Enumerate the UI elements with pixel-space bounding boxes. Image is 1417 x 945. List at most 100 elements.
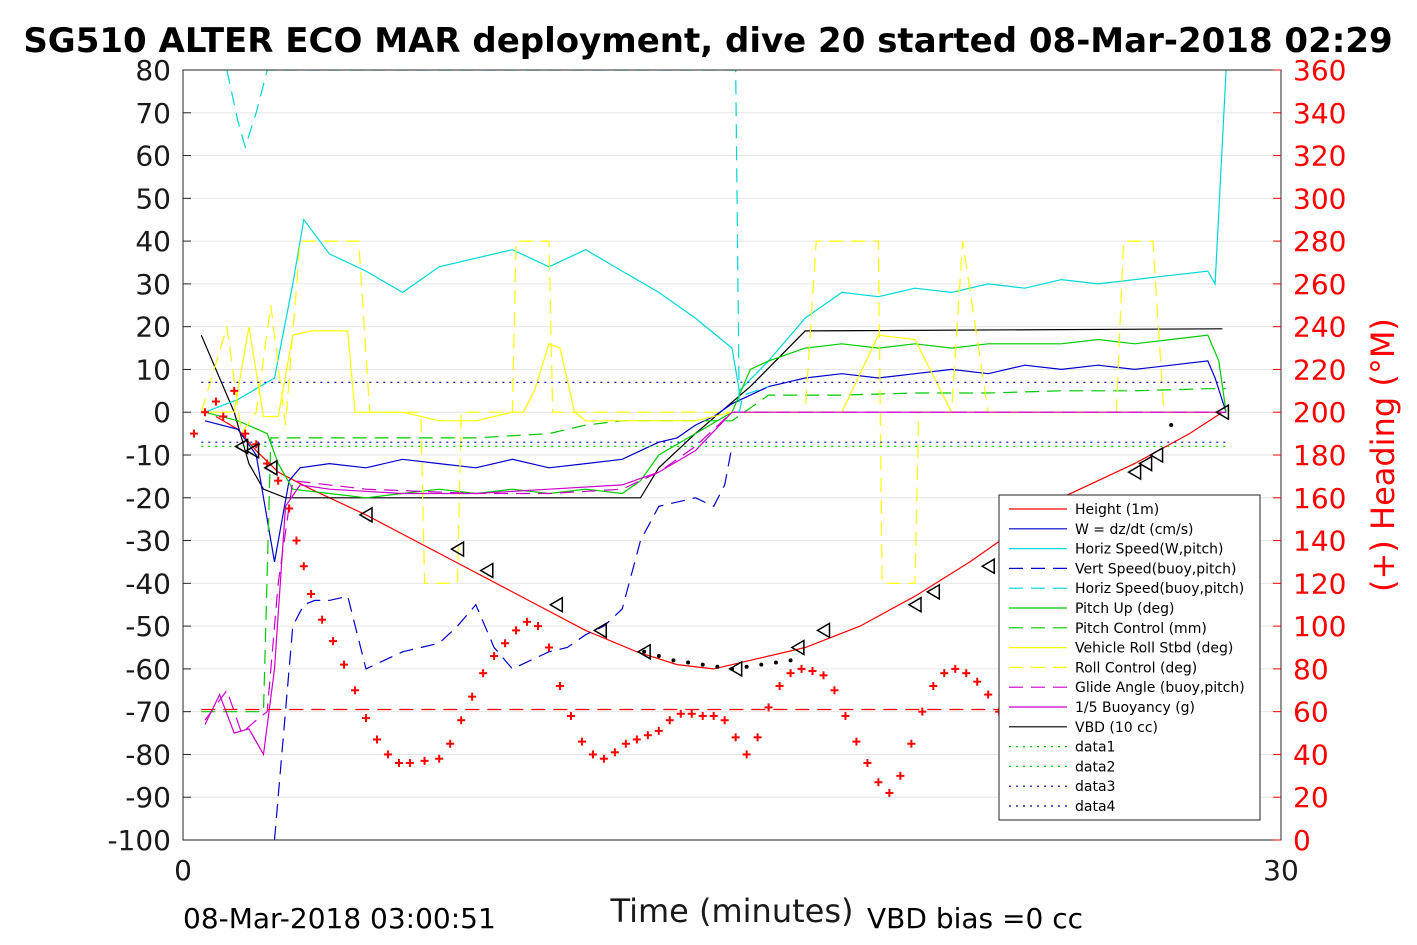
- left-tick-label: -30: [125, 525, 171, 558]
- left-tick-label: 0: [153, 396, 171, 429]
- legend: Height (1m) W = dz/dt (cm/s) Horiz Speed(W…: [998, 494, 1261, 821]
- right-tick-label: 360: [1293, 54, 1346, 87]
- heading-point: [687, 709, 696, 718]
- legend-label: data3: [1075, 779, 1115, 795]
- triangle-marker: [1138, 455, 1153, 472]
- heading-point: [501, 639, 510, 648]
- left-tick-label: 80: [135, 54, 171, 87]
- series-line-pitch-control-mm-: [201, 388, 1227, 713]
- heading-point: [189, 429, 198, 438]
- heading-point: [654, 726, 663, 735]
- series-line-horiz-speed-w-pitch-: [204, 70, 1227, 413]
- heading-point: [566, 711, 575, 720]
- left-tick-label: -100: [107, 824, 171, 857]
- legend-label: Glide Angle (buoy,pitch): [1075, 680, 1245, 696]
- heading-point: [292, 536, 301, 545]
- x-tick-label: 30: [1263, 854, 1299, 887]
- heading-point: [230, 386, 239, 395]
- right-tick-label: 60: [1293, 696, 1329, 729]
- legend-label: Pitch Up (deg): [1075, 601, 1174, 617]
- heading-point: [808, 667, 817, 676]
- legend-label: Height (1m): [1075, 502, 1159, 518]
- heading-point: [676, 709, 685, 718]
- heading-point: [962, 669, 971, 678]
- left-tick-label: -10: [125, 439, 171, 472]
- heading-point: [742, 750, 751, 759]
- heading-point: [830, 686, 839, 695]
- triangle-marker: [907, 596, 922, 614]
- triangle-marker: [980, 557, 995, 575]
- heading-point: [577, 737, 586, 746]
- left-tick-label: -70: [125, 696, 171, 729]
- heading-point: [632, 735, 641, 744]
- heading-point: [621, 739, 630, 748]
- heading-point: [984, 690, 993, 699]
- depth-point: [686, 660, 691, 665]
- depth-point: [759, 662, 764, 667]
- heading-point: [372, 735, 381, 744]
- right-tick-label: 340: [1293, 97, 1346, 130]
- heading-point: [720, 716, 729, 725]
- triangle-marker: [548, 596, 564, 614]
- left-tick-label: 40: [135, 225, 171, 258]
- heading-point: [764, 703, 773, 712]
- right-tick-label: 200: [1293, 396, 1346, 429]
- left-tick-label: 20: [135, 311, 171, 344]
- heading-point: [643, 731, 652, 740]
- legend-label: Vehicle Roll Stbd (deg): [1075, 641, 1233, 657]
- left-tick-label: -60: [125, 653, 171, 686]
- heading-point: [940, 669, 949, 678]
- right-tick-label: 180: [1293, 439, 1346, 472]
- series-line-vbd-10-cc-: [200, 328, 1223, 499]
- heading-point: [973, 677, 982, 686]
- legend-label: data2: [1075, 759, 1115, 775]
- x-tick-label: 0: [174, 854, 192, 887]
- triangle-marker: [592, 622, 607, 639]
- triangle-marker: [636, 643, 651, 661]
- left-tick-label: 50: [135, 182, 171, 215]
- triangle-marker: [450, 540, 465, 558]
- heading-point: [435, 754, 444, 763]
- heading-point: [885, 788, 894, 797]
- heading-point: [200, 408, 209, 417]
- heading-point: [819, 671, 828, 680]
- heading-point: [512, 626, 521, 635]
- heading-point: [219, 412, 228, 421]
- right-axis-label: (+) Heading (°M): [1364, 318, 1402, 592]
- left-tick-label: -80: [125, 738, 171, 771]
- heading-point: [599, 754, 608, 763]
- triangle-marker: [1214, 403, 1230, 421]
- heading-point: [523, 617, 532, 626]
- left-tick-label: -40: [125, 567, 171, 600]
- heading-point: [786, 669, 795, 678]
- x-axis-label: Time (minutes): [610, 892, 854, 930]
- heading-point: [863, 759, 872, 767]
- heading-point: [951, 664, 960, 673]
- heading-point: [299, 562, 308, 571]
- legend-label: W = dz/dt (cm/s): [1075, 522, 1194, 538]
- legend-label: Horiz Speed(buoy,pitch): [1075, 581, 1244, 597]
- heading-point: [446, 739, 455, 748]
- heading-point: [479, 669, 488, 678]
- heading-point: [874, 778, 883, 787]
- triangle-marker: [263, 459, 278, 477]
- right-tick-label: 120: [1293, 567, 1346, 600]
- left-tick-label: 30: [135, 268, 171, 301]
- right-tick-label: 160: [1293, 482, 1346, 515]
- right-tick-label: 320: [1293, 140, 1346, 173]
- legend-label: data4: [1075, 799, 1116, 815]
- series-line-pitch-up-deg-: [204, 334, 1227, 499]
- series-line-horiz-speed-buoy-pitch-: [226, 70, 769, 413]
- heading-point: [318, 615, 327, 624]
- series-line-w-dz-dt-cm-s-: [204, 360, 1227, 563]
- chart-title: SG510 ALTER ECO MAR deployment, dive 20 …: [23, 21, 1392, 61]
- triangle-marker: [1149, 446, 1164, 464]
- series-line-glide-angle-buoy-pitch-: [204, 411, 1227, 735]
- left-tick-label: 70: [135, 97, 171, 130]
- heading-point: [797, 664, 806, 673]
- legend-label: Vert Speed(buoy,pitch): [1075, 561, 1237, 577]
- heading-point: [285, 504, 294, 513]
- heading-point: [918, 707, 927, 716]
- triangle-marker: [479, 562, 494, 579]
- right-tick-label: 0: [1293, 824, 1311, 857]
